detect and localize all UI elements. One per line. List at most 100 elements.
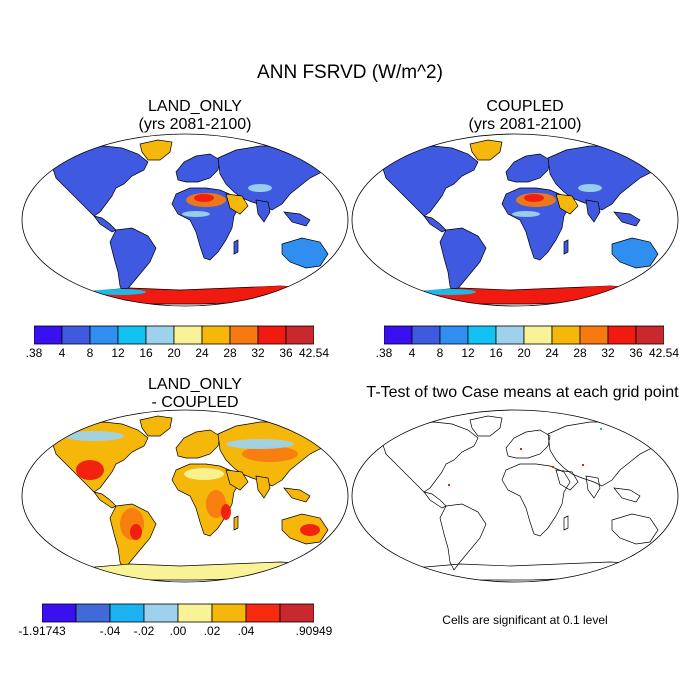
- diff-cool-siberia: [226, 439, 294, 449]
- arabia-region: [234, 199, 246, 209]
- map-ttest: [351, 409, 679, 583]
- map-land-only: [21, 133, 349, 307]
- continent-india: [585, 199, 601, 223]
- continent-se_asia: [613, 487, 641, 503]
- colorbar-swatch: [257, 325, 287, 345]
- antarctica-core: [240, 286, 320, 298]
- continent-australia: [281, 237, 329, 269]
- continent-south_america: [439, 503, 487, 571]
- colorbar-swatch: [279, 603, 314, 623]
- tibet-region: [248, 184, 272, 192]
- continent-india: [585, 475, 601, 499]
- map-coupled: [351, 133, 679, 307]
- continent-north_america: [381, 145, 479, 217]
- colorbar-swatch: [143, 603, 179, 623]
- continent-arabia: [225, 469, 249, 491]
- colorbar-swatch: [551, 325, 581, 345]
- colorbar-label: 28: [223, 346, 237, 360]
- continent-antarctica: [413, 561, 647, 581]
- colorbar-label: 20: [517, 346, 531, 360]
- diff-cool-canada: [64, 431, 124, 441]
- colorbar-label: .38: [375, 346, 393, 360]
- colorbar-label: 20: [167, 346, 181, 360]
- colorbar-swatch: [579, 325, 609, 345]
- colorbar-swatch: [635, 325, 664, 345]
- tibet-region: [578, 184, 602, 192]
- map-difference: [21, 409, 349, 583]
- colorbar-label: 16: [139, 346, 153, 360]
- colorbar-swatch: [285, 325, 314, 345]
- colorbar-label: .38: [25, 346, 43, 360]
- colorbar-swatch: [109, 603, 145, 623]
- colorbar-label: 12: [111, 346, 125, 360]
- colorbar-label: -.04: [99, 624, 121, 638]
- arabia-region: [564, 199, 576, 209]
- colorbar-label: 36: [279, 346, 293, 360]
- colorbar-label: 4: [408, 346, 416, 360]
- continent-australia: [611, 513, 659, 545]
- diff-hot-australia: [300, 524, 320, 536]
- antarctica-edge: [424, 289, 476, 295]
- colorbar-label: 8: [436, 346, 444, 360]
- panel-title-difference: LAND_ONLY - COUPLED: [40, 376, 350, 412]
- colorbar-label: 12: [461, 346, 475, 360]
- continent-south_america: [109, 227, 157, 295]
- colorbar-label: 24: [545, 346, 559, 360]
- significant-cell: [552, 466, 554, 468]
- sahel-region: [182, 211, 210, 217]
- figure-title: ANN FSRVD (W/m^2): [257, 62, 443, 83]
- colorbar-swatch: [495, 325, 525, 345]
- colorbar-swatch: [75, 603, 111, 623]
- diff-warm-asia: [242, 446, 298, 462]
- panel-title-line2: (yrs 2081-2100): [138, 116, 252, 133]
- colorbar-label: 4: [58, 346, 66, 360]
- panel-title-line1: COUPLED: [486, 98, 564, 115]
- continent-europe: [175, 153, 221, 183]
- colorbar-label: 42.54: [298, 346, 330, 360]
- panel-title-land-only: LAND_ONLY (yrs 2081-2100): [40, 98, 350, 134]
- panel-title-line2: - COUPLED: [151, 394, 239, 411]
- colorbar-label: -1.91743: [18, 624, 66, 638]
- panel-title-line1: LAND_ONLY: [148, 98, 242, 115]
- colorbar-swatch: [201, 325, 231, 345]
- colorbar-label: 42.54: [648, 346, 680, 360]
- continent-madagascar: [233, 515, 239, 531]
- colorbar-label: 16: [489, 346, 503, 360]
- map-boundary: [21, 133, 349, 307]
- colorbar-swatch: [439, 325, 469, 345]
- colorbar-label: .90949: [295, 624, 333, 638]
- colorbar-label: 28: [573, 346, 587, 360]
- diff-hot-sa: [130, 524, 142, 540]
- colorbar-label: 24: [195, 346, 209, 360]
- colorbar-swatch: [523, 325, 553, 345]
- antarctica-edge: [94, 289, 146, 295]
- continent-north_america: [51, 145, 149, 217]
- significant-cell: [520, 448, 522, 450]
- continent-central_america: [423, 491, 447, 509]
- continent-madagascar: [563, 239, 569, 255]
- colorbar-land-only: [34, 325, 314, 345]
- colorbar-difference-labels: -1.91743 -.04 -.02 .00 .02 .04 .90949: [18, 624, 342, 640]
- diff-hot-africa: [221, 504, 231, 520]
- colorbar-swatch: [411, 325, 441, 345]
- continent-india: [255, 475, 271, 499]
- colorbar-label: 8: [86, 346, 94, 360]
- continent-europe: [505, 153, 551, 183]
- continent-antarctica: [83, 561, 317, 581]
- colorbar-label: .04: [237, 624, 255, 638]
- colorbar-coupled: [384, 325, 664, 345]
- continent-asia: [547, 421, 663, 487]
- significant-cell: [600, 428, 602, 430]
- colorbar-swatch: [467, 325, 497, 345]
- panel-title-line2: (yrs 2081-2100): [468, 116, 582, 133]
- colorbar-swatch: [42, 603, 77, 623]
- colorbar-swatch: [117, 325, 147, 345]
- diff-neutral-sahara: [184, 468, 224, 480]
- colorbar-label: .00: [169, 624, 187, 638]
- continent-australia: [611, 237, 659, 269]
- map-boundary: [351, 133, 679, 307]
- sahara-core-region: [524, 194, 544, 202]
- continent-madagascar: [233, 239, 239, 255]
- colorbar-swatch: [173, 325, 203, 345]
- continent-greenland: [139, 415, 173, 437]
